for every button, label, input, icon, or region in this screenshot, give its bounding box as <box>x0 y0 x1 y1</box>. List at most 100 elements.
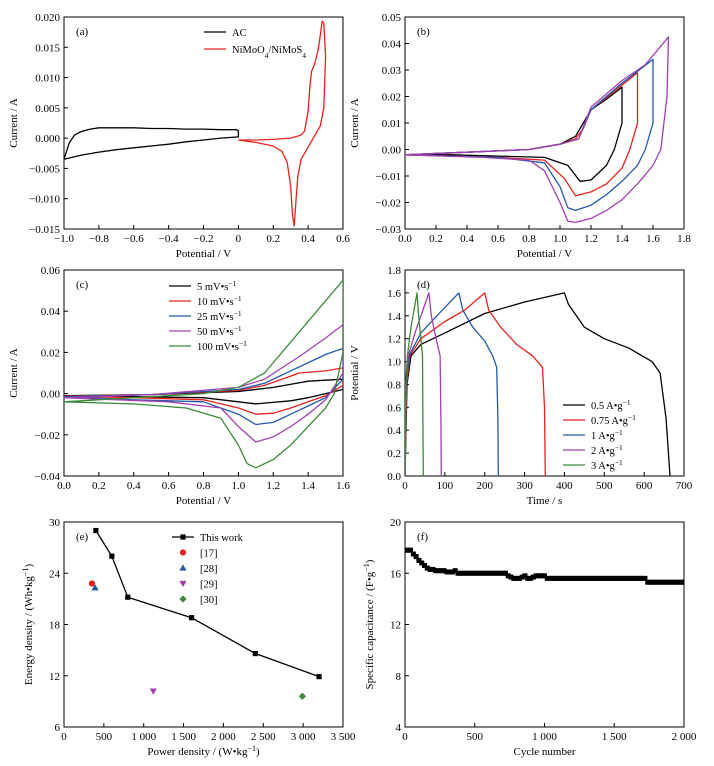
data-point <box>608 575 614 581</box>
data-point <box>508 574 514 580</box>
y-tick-label: −0.01 <box>376 171 401 183</box>
y-tick-label: 0.02 <box>382 92 401 104</box>
series-line-2 <box>64 367 343 415</box>
data-point <box>636 575 642 581</box>
series-line-1 <box>64 127 240 160</box>
x-tick-label: 500 <box>467 731 484 743</box>
data-point <box>597 575 603 581</box>
x-tick-label: 1.6 <box>646 233 660 245</box>
data-point <box>542 573 547 579</box>
data-point <box>528 575 534 581</box>
x-tick-label: 700 <box>676 480 693 492</box>
data-point <box>430 566 436 572</box>
legend-marker <box>180 534 186 540</box>
data-point <box>533 573 539 579</box>
data-point <box>410 551 416 557</box>
x-axis-label: Potential / V <box>176 495 231 507</box>
series-line-1 <box>405 292 671 476</box>
y-tick-label: 0.00 <box>41 389 61 401</box>
legend-label: 100 mV•s−1 <box>197 339 247 354</box>
y-tick-label: −0.02 <box>376 198 401 210</box>
data-point <box>553 575 559 581</box>
data-point <box>586 575 592 581</box>
series-line-4 <box>405 36 670 224</box>
data-point <box>583 575 589 581</box>
legend-marker <box>179 580 187 588</box>
x-tick-label: 1.0 <box>232 480 246 492</box>
data-point <box>444 569 450 575</box>
data-point <box>88 580 95 587</box>
x-axis-label: Potential / V <box>176 248 231 260</box>
y-tick-label: 1.8 <box>387 265 401 277</box>
data-point <box>433 568 439 574</box>
x-tick-label: 0.2 <box>266 233 280 245</box>
series-line-5 <box>64 279 343 469</box>
x-tick-label: 1.4 <box>301 480 315 492</box>
y-tick-label: 6 <box>55 722 61 734</box>
y-tick-label: 1.0 <box>387 357 401 369</box>
x-tick-label: 0.0 <box>398 233 412 245</box>
x-tick-label: 3 000 <box>291 731 316 743</box>
x-tick-label: 1 000 <box>532 731 557 743</box>
x-tick-label: 1.6 <box>336 480 350 492</box>
data-point <box>522 573 528 579</box>
data-point <box>617 575 623 581</box>
data-point <box>670 579 676 585</box>
data-point <box>631 575 637 581</box>
x-axis-label: Time / s <box>527 495 563 507</box>
x-tick-label: 0 <box>402 480 408 492</box>
chart-panel-2: 0.0 0.2 0.4 0.6 0.8 1.0 1.2 1.4 1.6 1.8 −0.03 −0.02… <box>349 12 691 260</box>
legend-marker <box>179 595 187 603</box>
data-point <box>536 573 542 579</box>
data-point <box>581 575 587 581</box>
legend-label: NiMoO4/NiMoS4 <box>232 45 306 60</box>
x-tick-label: −0.4 <box>159 233 179 245</box>
data-point <box>511 575 517 581</box>
data-point <box>659 579 665 585</box>
y-tick-label: 1.6 <box>387 288 401 300</box>
data-point <box>472 570 478 576</box>
data-point <box>564 575 570 581</box>
y-tick-label: 4 <box>396 722 402 734</box>
legend-label: [29] <box>200 580 218 591</box>
data-point <box>650 579 656 585</box>
data-point <box>419 560 425 566</box>
data-point <box>502 570 508 576</box>
data-point <box>525 575 531 581</box>
x-tick-label: 0.4 <box>301 233 315 245</box>
x-tick-label: 1 500 <box>171 731 196 743</box>
x-tick-label: 0.2 <box>429 233 443 245</box>
legend-label: 1 A•g−1 <box>591 428 623 443</box>
data-point <box>480 570 486 576</box>
x-tick-label: 0.2 <box>92 480 106 492</box>
data-point <box>466 570 472 576</box>
y-tick-label: 0.04 <box>382 39 402 51</box>
chart-panel-1: −1.0 −0.8 −0.6 −0.4 −0.2 0 0.2 0.4 0.6 −0.015 −0.0… <box>8 12 350 260</box>
x-tick-label: 3 500 <box>331 731 356 743</box>
series-line-3 <box>405 58 654 212</box>
data-point <box>461 570 467 576</box>
y-tick-label: 0.8 <box>387 379 401 391</box>
data-point <box>416 557 422 563</box>
panel-label: (d) <box>417 279 430 291</box>
series-line-5 <box>405 292 424 476</box>
data-point <box>622 575 628 581</box>
y-tick-label: 24 <box>49 568 61 580</box>
data-point <box>505 573 511 579</box>
data-point <box>497 570 503 576</box>
x-tick-label: 0.4 <box>460 233 474 245</box>
series-line-3 <box>405 292 499 476</box>
data-point <box>455 570 461 576</box>
series-line-1 <box>405 86 623 182</box>
y-tick-label: 0.06 <box>41 265 61 277</box>
y-tick-label: −0.015 <box>29 224 60 236</box>
y-tick-label: 0.015 <box>35 42 60 54</box>
data-point <box>653 579 659 585</box>
x-tick-label: 0.6 <box>336 233 350 245</box>
series-line-2 <box>238 20 327 227</box>
data-point <box>634 575 640 581</box>
legend-label: 2 A•g−1 <box>591 443 623 458</box>
legend-marker <box>179 549 187 556</box>
data-point <box>648 579 654 585</box>
